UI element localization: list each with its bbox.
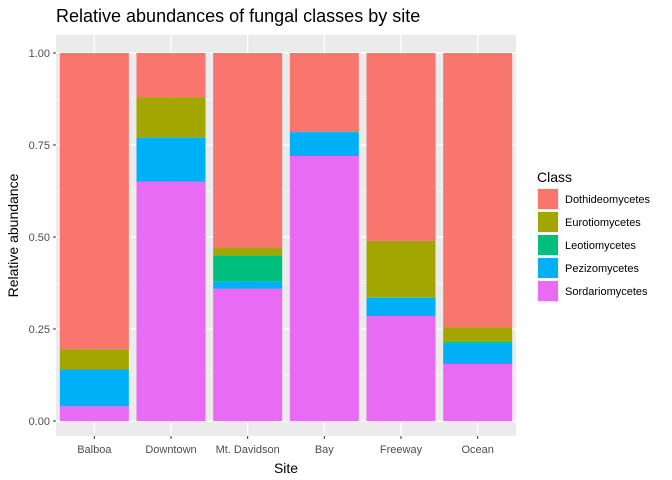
x-tick-label: Bay — [315, 444, 334, 456]
bar-segment-dothideomycetes — [213, 53, 283, 249]
bar-segment-sordariomycetes — [213, 288, 283, 421]
legend-label: Sordariomycetes — [565, 286, 648, 298]
legend-swatch — [538, 235, 558, 255]
x-axis-title: Site — [274, 460, 298, 476]
bar-segment-eurotiomycetes — [443, 327, 513, 342]
legend-label: Leotiomycetes — [565, 240, 636, 252]
y-tick-label: 0.50 — [29, 232, 50, 244]
bar-segment-eurotiomycetes — [136, 97, 206, 138]
bar-segment-sordariomycetes — [443, 363, 513, 421]
legend: Class Dothideomycetes Eurotiomycetes Leoti… — [537, 169, 650, 302]
bar-segment-dothideomycetes — [289, 53, 359, 133]
bar-segment-sordariomycetes — [366, 316, 436, 421]
bar-segment-pezizomycetes — [213, 281, 283, 289]
bar-segment-eurotiomycetes — [213, 248, 283, 256]
bar-segment-dothideomycetes — [59, 53, 129, 350]
x-tick-label: Freeway — [380, 444, 423, 456]
bar-segment-dothideomycetes — [136, 53, 206, 98]
legend-item-eurotiomycetes: Eurotiomycetes — [537, 211, 641, 233]
legend-item-leotiomycetes: Leotiomycetes — [537, 234, 636, 256]
bar-segment-eurotiomycetes — [59, 349, 129, 370]
y-tick-label: 0.25 — [29, 324, 50, 336]
bar-stack-downtown — [136, 53, 206, 421]
bar-stack-ocean — [443, 53, 513, 421]
legend-item-dothideomycetes: Dothideomycetes — [537, 188, 650, 210]
bar-segment-eurotiomycetes — [366, 240, 436, 298]
bar-segment-leotiomycetes — [213, 255, 283, 282]
legend-title: Class — [537, 169, 572, 185]
legend-item-sordariomycetes: Sordariomycetes — [537, 280, 648, 302]
x-tick-label: Ocean — [461, 444, 493, 456]
bar-stack-mt-davidson — [213, 53, 283, 421]
legend-label: Eurotiomycetes — [565, 217, 641, 229]
bar-segment-sordariomycetes — [289, 156, 359, 422]
legend-label: Pezizomycetes — [565, 263, 639, 275]
y-axis: 0.00 0.25 0.50 0.75 1.00 — [29, 48, 56, 428]
minor-gridlines — [56, 98, 516, 376]
bar-segment-sordariomycetes — [136, 181, 206, 421]
y-tick-label: 0.75 — [29, 140, 50, 152]
bar-stack-bay — [289, 53, 359, 422]
chart-title: Relative abundances of fungal classes by… — [56, 6, 420, 26]
x-axis: Balboa Downtown Mt. Davidson Bay Freeway Ocea… — [77, 436, 494, 456]
bar-segment-pezizomycetes — [59, 369, 129, 407]
legend-item-pezizomycetes: Pezizomycetes — [537, 257, 639, 279]
legend-label: Dothideomycetes — [565, 194, 650, 206]
y-tick-label: 0.00 — [29, 416, 50, 428]
x-tick-label: Downtown — [145, 444, 196, 456]
bar-segment-pezizomycetes — [366, 297, 436, 317]
legend-swatch — [538, 189, 558, 209]
bar-segment-leotiomycetes — [443, 341, 513, 344]
x-tick-label: Mt. Davidson — [216, 444, 280, 456]
x-tick-label: Balboa — [77, 444, 112, 456]
bar-stack-balboa — [59, 53, 129, 421]
bar-segment-sordariomycetes — [59, 406, 129, 421]
bar-segment-pezizomycetes — [289, 132, 359, 157]
bar-segment-dothideomycetes — [443, 53, 513, 328]
bar-stack-freeway — [366, 53, 436, 421]
y-axis-title: Relative abundance — [5, 173, 21, 297]
y-tick-label: 1.00 — [29, 48, 50, 60]
legend-swatch — [538, 212, 558, 232]
legend-items: Dothideomycetes Eurotiomycetes Leotiomycet… — [537, 188, 650, 302]
bar-segment-dothideomycetes — [366, 53, 436, 241]
legend-swatch — [538, 258, 558, 278]
legend-swatch — [538, 281, 558, 301]
bar-segment-pezizomycetes — [443, 343, 513, 364]
bar-stacks — [59, 53, 513, 422]
bar-segment-pezizomycetes — [136, 137, 206, 182]
plot-panel — [56, 35, 516, 436]
